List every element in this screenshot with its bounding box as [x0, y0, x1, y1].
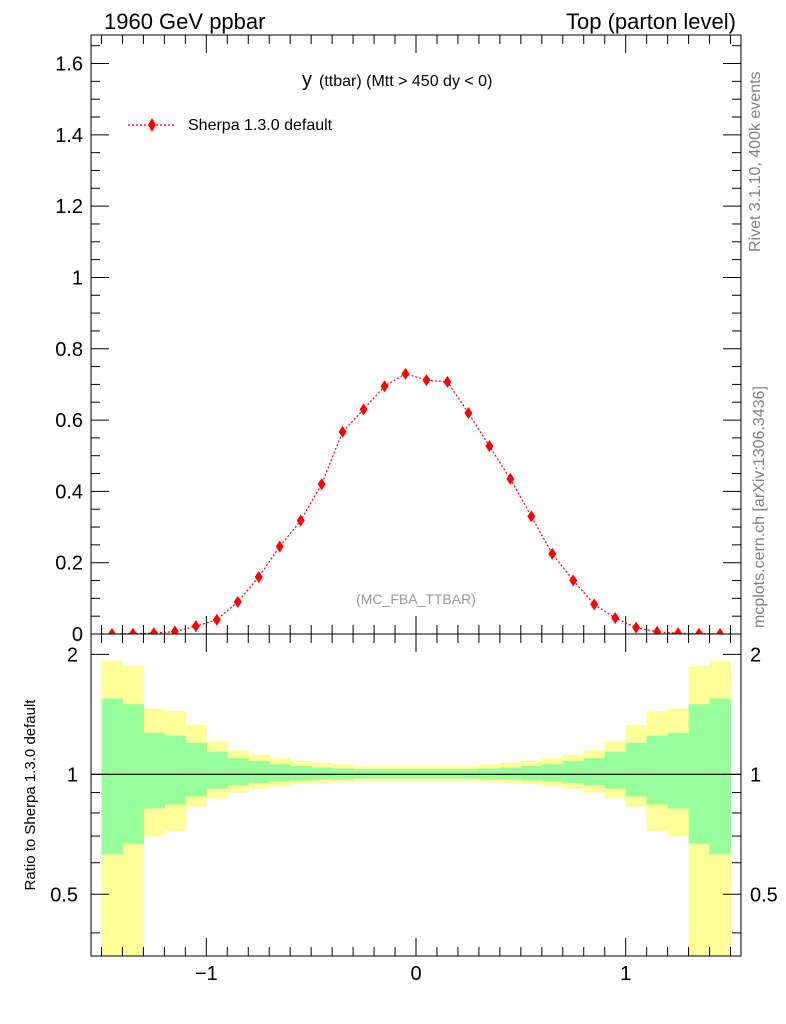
plot-title-main: y	[302, 69, 312, 91]
inner-band-bin	[164, 735, 186, 805]
top-y-tick-labels: 0 0.2 0.4 0.6 0.8 1 1.2 1.4 1.6	[55, 54, 83, 646]
data-point	[422, 374, 431, 387]
inner-band-bin	[143, 732, 165, 809]
ratio-y-axis-label: Ratio to Sherpa 1.3.0 default	[22, 699, 39, 891]
ratio-bands	[101, 660, 732, 956]
y-tick-label: 1.2	[55, 196, 83, 218]
inner-band-bin	[248, 761, 270, 784]
data-point	[569, 574, 578, 587]
inner-band-bin	[520, 765, 543, 781]
data-point	[716, 628, 725, 634]
ratio-axis-ticks	[91, 634, 741, 956]
data-point	[443, 375, 452, 388]
data-point	[611, 611, 620, 624]
ratio-y-tick-label-right: 1	[750, 764, 761, 786]
data-point	[401, 367, 410, 380]
data-point	[275, 540, 284, 553]
data-point	[191, 620, 200, 633]
data-point	[296, 514, 305, 527]
inner-band-bin	[604, 751, 627, 789]
x-tick-label: 1	[620, 963, 631, 985]
legend-marker	[148, 118, 156, 132]
inner-band-bin	[227, 757, 249, 786]
data-point	[506, 472, 515, 485]
data-point	[359, 403, 368, 416]
legend-label: Sherpa 1.3.0 default	[188, 117, 333, 134]
y-tick-label: 1.6	[55, 54, 83, 76]
inner-band-bin	[269, 764, 291, 782]
inner-band-bin	[311, 767, 333, 780]
y-tick-label: 1	[72, 267, 83, 289]
mcplots-label: mcplots.cern.ch [arXiv:1306.3436]	[751, 386, 768, 628]
series-sherpa	[107, 367, 725, 634]
data-point	[107, 628, 116, 634]
data-point	[674, 627, 683, 634]
ratio-plot-frame	[90, 633, 742, 957]
data-point	[254, 570, 263, 583]
inner-band-bin	[290, 765, 312, 781]
data-point	[338, 425, 347, 438]
inner-band-bin	[709, 698, 732, 855]
plot-title-rest: (ttbar) (Mtt > 450 dy < 0)	[319, 73, 492, 90]
data-point	[590, 598, 599, 611]
y-tick-label: 0.6	[55, 410, 83, 432]
data-point	[653, 625, 662, 634]
y-tick-label: 0.2	[55, 553, 83, 575]
ratio-plot-panel: 0.5 0.5 1 1 2 2 −1 0 1 Ratio to Sherpa 1.3.0 def…	[22, 633, 778, 985]
inner-band-bin	[625, 742, 648, 797]
inner-band-bin	[667, 732, 690, 809]
y-tick-label: 0.8	[55, 339, 83, 361]
data-point	[128, 627, 137, 634]
inner-band-bin	[185, 742, 207, 797]
inner-band-bin	[101, 698, 123, 855]
inner-band-bin	[541, 764, 564, 782]
y-tick-label: 0	[72, 624, 83, 646]
inner-band-bin	[583, 757, 606, 786]
inner-band-bin	[499, 767, 522, 780]
data-point	[149, 627, 158, 634]
main-plot-panel: y (ttbar) (Mtt > 450 dy < 0) (MC_FBA_TTB…	[55, 34, 742, 646]
ratio-y-tick-label: 2	[67, 644, 78, 666]
inner-band-bin	[562, 761, 585, 784]
data-point	[212, 613, 221, 626]
x-tick-label: 0	[410, 963, 421, 985]
data-point	[632, 621, 641, 634]
data-point	[317, 478, 326, 491]
data-point	[485, 440, 494, 453]
header-right: Top (parton level)	[566, 9, 736, 34]
data-point	[695, 627, 704, 634]
data-point	[464, 406, 473, 419]
legend: Sherpa 1.3.0 default	[128, 117, 333, 134]
ratio-y-tick-label: 1	[67, 764, 78, 786]
inner-band-bin	[206, 751, 228, 789]
inner-band-bin	[646, 735, 669, 805]
series-line	[111, 373, 721, 634]
x-tick-label: −1	[195, 963, 218, 985]
rivet-version-label: Rivet 3.1.10, 400k events	[747, 71, 764, 252]
ratio-tick-labels: 0.5 0.5 1 1 2 2 −1 0 1	[50, 644, 778, 985]
y-tick-label: 1.4	[55, 125, 83, 147]
ratio-y-tick-label: 0.5	[50, 884, 78, 906]
ratio-y-tick-label-right: 2	[750, 644, 761, 666]
data-point	[233, 595, 242, 608]
data-point	[380, 380, 389, 393]
data-point	[527, 510, 536, 523]
y-tick-label: 0.4	[55, 481, 83, 503]
header-left: 1960 GeV ppbar	[104, 9, 265, 34]
data-point	[170, 625, 179, 634]
analysis-watermark: (MC_FBA_TTBAR)	[356, 591, 476, 607]
ratio-y-tick-label-right: 0.5	[750, 884, 778, 906]
data-point	[548, 547, 557, 560]
top-axis-ticks	[91, 35, 741, 635]
